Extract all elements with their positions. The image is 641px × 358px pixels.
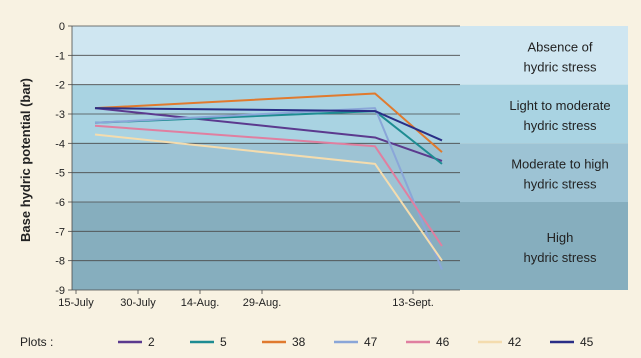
y-tick-label: -3 (55, 109, 65, 121)
x-tick-label: 30-July (120, 297, 156, 309)
legend-label-5: 5 (220, 335, 227, 349)
y-tick-label: -8 (55, 256, 65, 268)
series-line-46 (94, 124, 443, 247)
legend-label-47: 47 (364, 335, 378, 349)
y-tick-label: -6 (55, 197, 65, 209)
legend-label-42: 42 (508, 335, 522, 349)
legend-label-2: 2 (148, 335, 155, 349)
zone-label: High (547, 230, 574, 245)
y-tick-label: -4 (55, 138, 65, 150)
zone-label: hydric stress (524, 118, 597, 133)
stress-zone-3 (72, 202, 628, 290)
x-tick-labels: 15-July 30-July 14-Aug. 29-Aug. 13-Sept. (58, 290, 434, 309)
y-tick-label: -2 (55, 80, 65, 92)
x-tick-label: 14-Aug. (181, 297, 220, 309)
grid-lines (68, 25, 460, 291)
y-tick-label: -5 (55, 168, 65, 180)
x-tick-label: 29-Aug. (243, 297, 282, 309)
series-line-38 (94, 92, 443, 153)
zone-label: Light to moderate (509, 98, 610, 113)
zone-label: hydric stress (524, 250, 597, 265)
legend-label-46: 46 (436, 335, 450, 349)
series-line-42 (94, 133, 443, 262)
legend-label-38: 38 (292, 335, 306, 349)
y-tick-labels: 0 -1 -2 -3 -4 -5 -6 -7 -8 -9 (55, 21, 65, 297)
legend-label-45: 45 (580, 335, 594, 349)
x-tick-label: 15-July (58, 297, 94, 309)
zone-label: hydric stress (524, 177, 597, 192)
legend: Plots : 2 5 38 47 46 42 45 (20, 335, 594, 349)
zone-label: Absence of (527, 39, 592, 54)
zone-label: hydric stress (524, 59, 597, 74)
legend-title: Plots : (20, 335, 53, 349)
series-line-45 (94, 107, 443, 142)
y-tick-label: -1 (55, 50, 65, 62)
y-axis-label: Base hydric potential (bar) (18, 78, 33, 242)
x-tick-label: 13-Sept. (392, 297, 434, 309)
series-lines (94, 92, 443, 270)
y-tick-label: -9 (55, 285, 65, 297)
series-line-47 (94, 107, 443, 270)
zone-label: Moderate to high (511, 157, 609, 172)
stress-zones: Absence of hydric stress Light to moderate… (72, 26, 628, 290)
y-tick-label: -7 (55, 226, 65, 238)
y-tick-label: 0 (59, 21, 65, 33)
